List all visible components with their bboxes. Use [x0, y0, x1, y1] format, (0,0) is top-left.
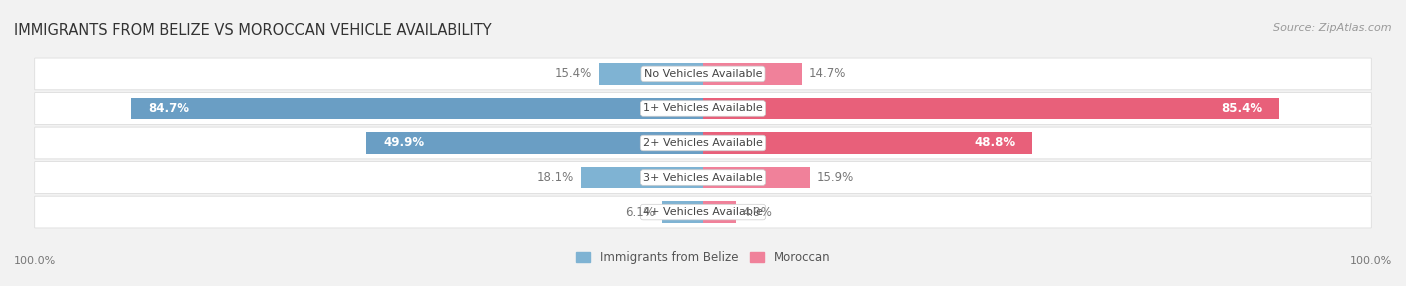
Text: 100.0%: 100.0%: [14, 256, 56, 266]
Text: IMMIGRANTS FROM BELIZE VS MOROCCAN VEHICLE AVAILABILITY: IMMIGRANTS FROM BELIZE VS MOROCCAN VEHIC…: [14, 23, 492, 38]
Legend: Immigrants from Belize, Moroccan: Immigrants from Belize, Moroccan: [571, 247, 835, 269]
Text: 2+ Vehicles Available: 2+ Vehicles Available: [643, 138, 763, 148]
Text: 4+ Vehicles Available: 4+ Vehicles Available: [643, 207, 763, 217]
Text: 6.1%: 6.1%: [626, 206, 655, 219]
Text: 100.0%: 100.0%: [1350, 256, 1392, 266]
Text: 15.9%: 15.9%: [817, 171, 855, 184]
Bar: [703, 98, 1279, 119]
Text: 14.7%: 14.7%: [808, 67, 846, 80]
Bar: [703, 167, 810, 188]
FancyBboxPatch shape: [35, 162, 1371, 193]
Text: 3+ Vehicles Available: 3+ Vehicles Available: [643, 172, 763, 182]
Text: 49.9%: 49.9%: [382, 136, 425, 150]
Bar: [599, 63, 703, 85]
Text: 84.7%: 84.7%: [148, 102, 190, 115]
Text: No Vehicles Available: No Vehicles Available: [644, 69, 762, 79]
Bar: [662, 201, 703, 223]
FancyBboxPatch shape: [35, 127, 1371, 159]
FancyBboxPatch shape: [35, 93, 1371, 124]
Text: 15.4%: 15.4%: [555, 67, 592, 80]
Bar: [131, 98, 703, 119]
FancyBboxPatch shape: [35, 196, 1371, 228]
Bar: [703, 201, 737, 223]
Text: 85.4%: 85.4%: [1222, 102, 1263, 115]
Bar: [581, 167, 703, 188]
Bar: [366, 132, 703, 154]
Bar: [703, 63, 803, 85]
Text: 4.9%: 4.9%: [742, 206, 773, 219]
Bar: [703, 132, 1032, 154]
Text: 48.8%: 48.8%: [974, 136, 1015, 150]
Text: 1+ Vehicles Available: 1+ Vehicles Available: [643, 104, 763, 114]
Text: Source: ZipAtlas.com: Source: ZipAtlas.com: [1274, 23, 1392, 33]
Text: 18.1%: 18.1%: [537, 171, 574, 184]
FancyBboxPatch shape: [35, 58, 1371, 90]
